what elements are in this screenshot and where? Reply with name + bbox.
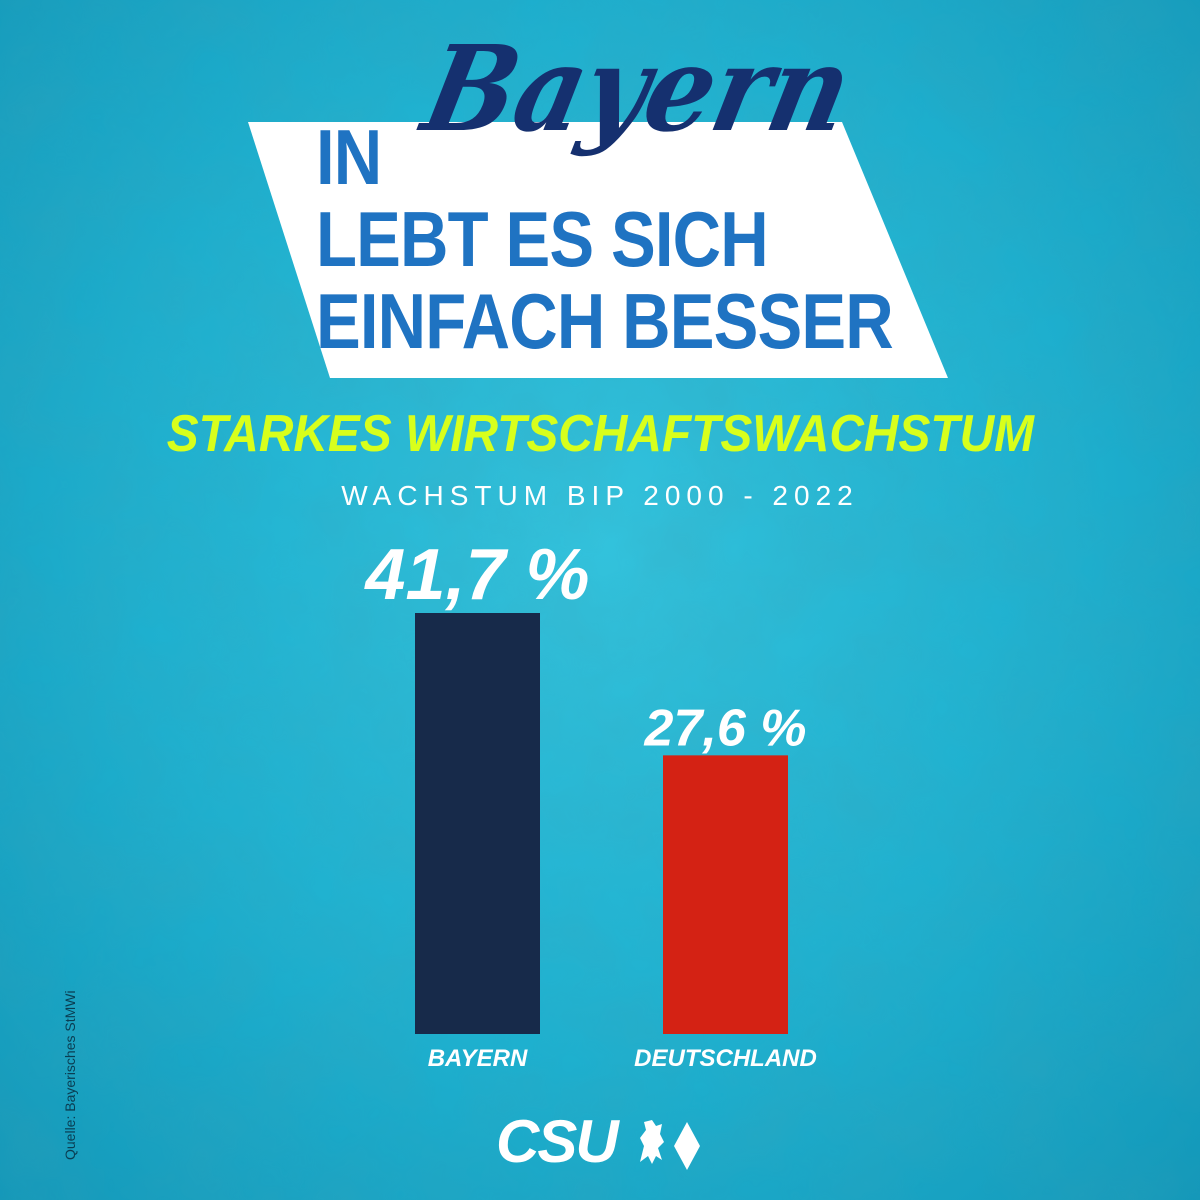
- bar-deutschland: [663, 755, 788, 1034]
- headline-banner: [248, 122, 948, 378]
- chart-title: STARKES WIRTSCHAFTSWACHSTUM: [166, 405, 1034, 463]
- value-label-deutschland: 27,6 %: [644, 699, 807, 757]
- headline-prefix: IN: [316, 113, 382, 201]
- headline-line-2: LEBT ES SICH: [316, 195, 769, 283]
- chart-subtitle: WACHSTUM BIP 2000 - 2022: [341, 480, 859, 511]
- lion-icon: [640, 1120, 664, 1164]
- source-note: Quelle: Bayerisches StMWi: [62, 990, 78, 1160]
- value-label-bayern: 41,7 %: [363, 535, 589, 615]
- logo-text: CSU: [496, 1108, 619, 1175]
- category-label-deutschland: DEUTSCHLAND: [634, 1045, 817, 1072]
- csu-logo: CSU: [496, 1112, 716, 1178]
- bar-chart: 41,7 % BAYERN 27,6 % DEUTSCHLAND: [363, 535, 817, 1072]
- category-label-bayern: BAYERN: [428, 1045, 528, 1072]
- headline-line-3: EINFACH BESSER: [316, 277, 894, 365]
- bar-bayern: [415, 613, 540, 1034]
- rhombus-icon: [674, 1122, 700, 1170]
